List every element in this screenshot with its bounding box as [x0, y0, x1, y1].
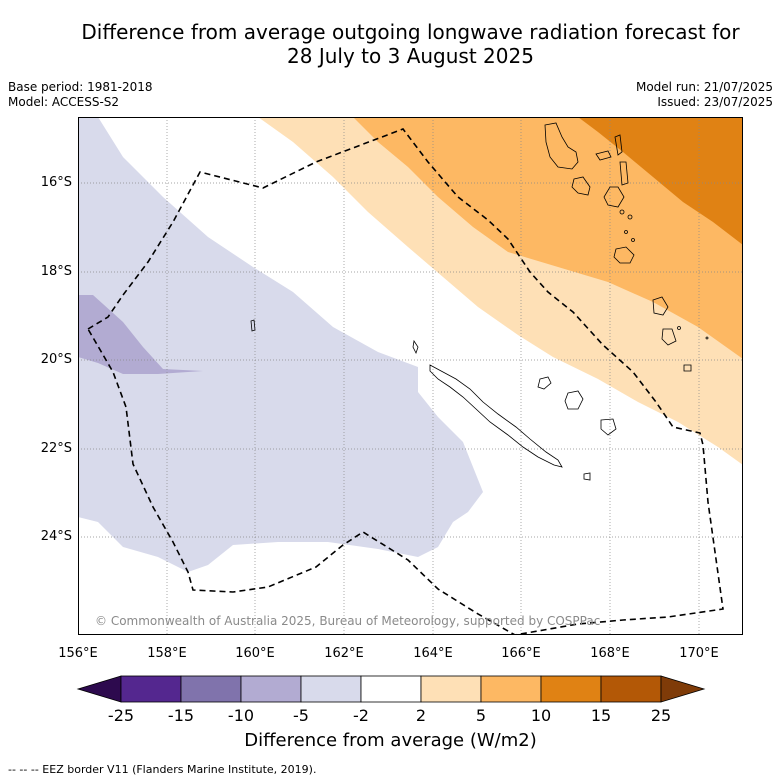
- vanuatu-erromango: [652, 296, 669, 316]
- colorbar-swatch-plus15: [600, 675, 662, 703]
- lon-label-170e: 170°E: [679, 646, 719, 661]
- lat-label-20s: 20°S: [40, 352, 72, 367]
- map-svg: [78, 117, 743, 635]
- colorbar-swatch-minus25: [120, 675, 182, 703]
- map-panel: [78, 117, 743, 635]
- vanuatu-small-islands: [619, 209, 709, 340]
- chesterfield-islets: [250, 319, 256, 332]
- vanuatu-maewo: [614, 134, 623, 156]
- vanuatu-efate: [613, 246, 635, 264]
- lat-label-16s: 16°S: [40, 175, 72, 190]
- lat-label-18s: 18°S: [40, 264, 72, 279]
- eez-footnote: -- -- -- EEZ border V11 (Flanders Marine…: [8, 763, 317, 776]
- colorbar-tick-minus15: -15: [167, 706, 195, 725]
- base-period: Base period: 1981-2018: [8, 80, 153, 94]
- colorbar-swatch-minus10: [240, 675, 302, 703]
- map-title: Difference from average outgoing longwav…: [0, 20, 781, 68]
- isle-of-pines: [583, 472, 591, 481]
- colorbar-tick-minus10: -10: [227, 706, 255, 725]
- graticule: [78, 117, 743, 635]
- lon-label-158e: 158°E: [147, 646, 187, 661]
- vanuatu-aneityum: [683, 364, 692, 372]
- model-run: Model run: 21/07/2025: [635, 80, 773, 94]
- lon-label-156e: 156°E: [58, 646, 98, 661]
- colorbar-tick-25: 25: [650, 706, 672, 725]
- loyalty-island-mare: [600, 418, 617, 436]
- vanuatu-malakula: [571, 176, 591, 196]
- vanuatu-epi: [603, 186, 625, 208]
- loyalty-island-ouvea: [537, 376, 552, 390]
- anomaly-region-minus5: [78, 117, 483, 572]
- map-frame: [78, 117, 743, 635]
- anomaly-region-plus5: [353, 117, 743, 359]
- meta-right: Model run: 21/07/2025 Issued: 23/07/2025: [636, 80, 773, 110]
- colorbar-swatch-plus10: [540, 675, 602, 703]
- colorbar-swatch-low-extend: [76, 675, 122, 703]
- eez-border: [86, 128, 724, 635]
- colorbar-tick-minus25: -25: [107, 706, 135, 725]
- lat-label-24s: 24°S: [40, 529, 72, 544]
- lon-label-162e: 162°E: [324, 646, 364, 661]
- colorbar-tick-10: 10: [530, 706, 552, 725]
- vanuatu-ambae: [595, 150, 612, 161]
- lon-label-166e: 166°E: [501, 646, 541, 661]
- new-caledonia-island: [429, 364, 563, 468]
- copyright-notice: © Commonwealth of Australia 2025, Bureau…: [95, 614, 601, 628]
- title-line-2: 28 July to 3 August 2025: [287, 44, 534, 68]
- colorbar-swatch-minus5: [300, 675, 362, 703]
- colorbar-swatch-plus5: [480, 675, 542, 703]
- colorbar: [76, 675, 706, 703]
- colorbar-tick-minus5: -5: [293, 706, 309, 725]
- lat-label-22s: 22°S: [40, 441, 72, 456]
- issued-date: Issued: 23/07/2025: [657, 95, 773, 109]
- lon-label-160e: 160°E: [235, 646, 275, 661]
- meta-left: Base period: 1981-2018 Model: ACCESS-S2: [8, 80, 153, 110]
- colorbar-tick-15: 15: [590, 706, 612, 725]
- colorbar-title: Difference from average (W/m2): [244, 730, 537, 751]
- colorbar-tick-minus2: -2: [353, 706, 369, 725]
- title-line-1: Difference from average outgoing longwav…: [81, 20, 740, 44]
- colorbar-swatch-minus15: [180, 675, 242, 703]
- vanuatu-pentecost: [619, 161, 629, 186]
- loyalty-island-lifou: [564, 390, 584, 410]
- lon-label-164e: 164°E: [413, 646, 453, 661]
- vanuatu-espiritu-santo: [544, 122, 579, 170]
- anomaly-region-plus10: [578, 117, 743, 245]
- colorbar-swatch-plus2: [420, 675, 482, 703]
- belep-islands: [412, 339, 419, 355]
- colorbar-tick-2: 2: [415, 706, 427, 725]
- model-name: Model: ACCESS-S2: [8, 95, 120, 109]
- lon-label-168e: 168°E: [590, 646, 630, 661]
- colorbar-tick-5: 5: [475, 706, 487, 725]
- vanuatu-tanna: [661, 328, 677, 346]
- colorbar-swatch-neutral: [360, 675, 422, 703]
- colorbar-swatch-high-extend: [660, 675, 706, 703]
